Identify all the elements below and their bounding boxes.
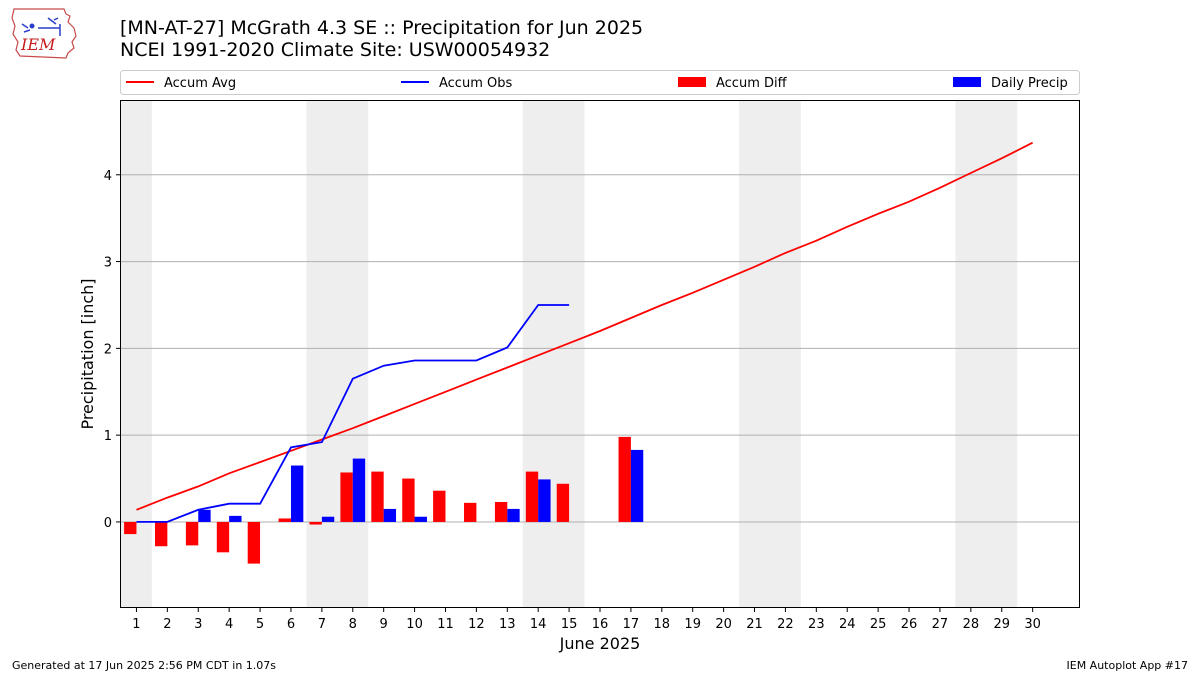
- x-tick-label: 30: [1024, 617, 1041, 632]
- x-tick-label: 23: [808, 617, 825, 632]
- weekend-band: [739, 101, 770, 607]
- x-tick-label: 22: [777, 617, 794, 632]
- x-tick-label: 5: [256, 617, 264, 632]
- accum-diff-bar: [494, 501, 508, 522]
- x-tick-label: 2: [163, 617, 171, 632]
- y-axis-label: Precipitation [inch]: [78, 278, 97, 429]
- x-tick-label: 6: [287, 617, 295, 632]
- x-tick-label: 11: [437, 617, 454, 632]
- weekend-band: [553, 101, 585, 607]
- daily-precip-bar: [290, 465, 304, 522]
- accum-diff-bar: [340, 472, 353, 522]
- logo-text: IEM: [20, 35, 56, 54]
- accum-diff-bar: [185, 521, 199, 546]
- x-tick-label: 13: [499, 617, 516, 632]
- accum-diff-bar: [433, 490, 446, 522]
- daily-precip-bar: [352, 458, 366, 522]
- accum-diff-bar: [525, 471, 539, 522]
- x-tick-label: 20: [715, 617, 732, 632]
- x-tick-label: 9: [380, 617, 388, 632]
- chart-subtitle: NCEI 1991-2020 Climate Site: USW00054932: [120, 39, 551, 61]
- legend: Accum Avg Accum Obs Accum Diff Daily Precip: [120, 70, 1080, 95]
- chart-title: [MN-AT-27] McGrath 4.3 SE :: Precipitati…: [120, 17, 644, 39]
- x-tick-label: 16: [592, 617, 609, 632]
- weekend-band: [337, 101, 369, 607]
- accum-diff-bar: [278, 518, 291, 522]
- x-tick-label: 8: [349, 617, 357, 632]
- x-tick-label: 10: [406, 617, 423, 632]
- y-tick-label: 1: [104, 429, 112, 444]
- accum-diff-bar: [402, 478, 415, 522]
- accum-diff-bar: [247, 521, 261, 564]
- daily-precip-bar: [229, 515, 242, 522]
- plot-frame: [120, 100, 1080, 608]
- legend-swatch: [678, 77, 706, 87]
- daily-precip-bar: [414, 516, 427, 522]
- x-tick-label: 28: [963, 617, 980, 632]
- x-tick-label: 12: [468, 617, 485, 632]
- weekend-band: [769, 101, 801, 607]
- x-tick-label: 18: [654, 617, 671, 632]
- iem-logo: IEM: [11, 8, 77, 59]
- x-tick-label: 29: [993, 617, 1010, 632]
- legend-swatch: [953, 77, 981, 87]
- y-tick-label: 3: [104, 256, 112, 271]
- x-tick-label: 15: [561, 617, 578, 632]
- accum-avg-line: [136, 141, 1034, 511]
- x-tick-label: 21: [746, 617, 763, 632]
- accum-diff-bar: [371, 471, 384, 522]
- x-tick-label: 4: [225, 617, 233, 632]
- weekend-band: [306, 101, 338, 607]
- y-tick-label: 2: [104, 342, 112, 357]
- generated-note: Generated at 17 Jun 2025 2:56 PM CDT in …: [12, 659, 277, 672]
- legend-box: [120, 70, 1080, 95]
- legend-label: Accum Diff: [716, 76, 788, 91]
- bars: [124, 436, 644, 564]
- daily-precip-bar: [383, 508, 397, 522]
- weekend-band: [522, 101, 554, 607]
- x-tick-label: 17: [623, 617, 640, 632]
- app-note: IEM Autoplot App #17: [1066, 659, 1189, 672]
- legend-label: Accum Obs: [439, 76, 512, 91]
- x-tick-label: 26: [901, 617, 918, 632]
- accum-diff-bar: [154, 521, 168, 547]
- x-tick-label: 24: [839, 617, 856, 632]
- daily-precip-bar: [630, 449, 644, 522]
- x-tick-label: 27: [932, 617, 949, 632]
- x-axis-label: June 2025: [559, 634, 641, 653]
- grid-lines: [121, 174, 1079, 523]
- x-tick-label: 1: [132, 617, 140, 632]
- accum-obs-line: [136, 304, 570, 523]
- daily-precip-bar: [538, 479, 551, 522]
- accum-diff-bar: [464, 502, 477, 522]
- x-tick-label: 3: [194, 617, 202, 632]
- daily-precip-bar: [198, 509, 211, 522]
- x-tick-label: 7: [318, 617, 326, 632]
- lines: [136, 141, 1034, 523]
- daily-precip-bar: [507, 508, 520, 522]
- accum-diff-bar: [556, 483, 570, 522]
- accum-diff-bar: [124, 521, 137, 535]
- x-tick-label: 25: [870, 617, 887, 632]
- legend-label: Daily Precip: [991, 76, 1068, 91]
- x-tick-label: 14: [530, 617, 547, 632]
- accum-diff-bar: [618, 436, 631, 522]
- legend-label: Accum Avg: [164, 76, 236, 91]
- accum-diff-bar: [309, 521, 322, 525]
- accum-diff-bar: [216, 521, 230, 553]
- daily-precip-bar: [321, 516, 335, 522]
- weekend-band: [986, 101, 1018, 607]
- weekend-band: [955, 101, 987, 607]
- y-tick-label: 0: [104, 516, 112, 531]
- x-tick-label: 19: [684, 617, 701, 632]
- y-tick-label: 4: [104, 169, 112, 184]
